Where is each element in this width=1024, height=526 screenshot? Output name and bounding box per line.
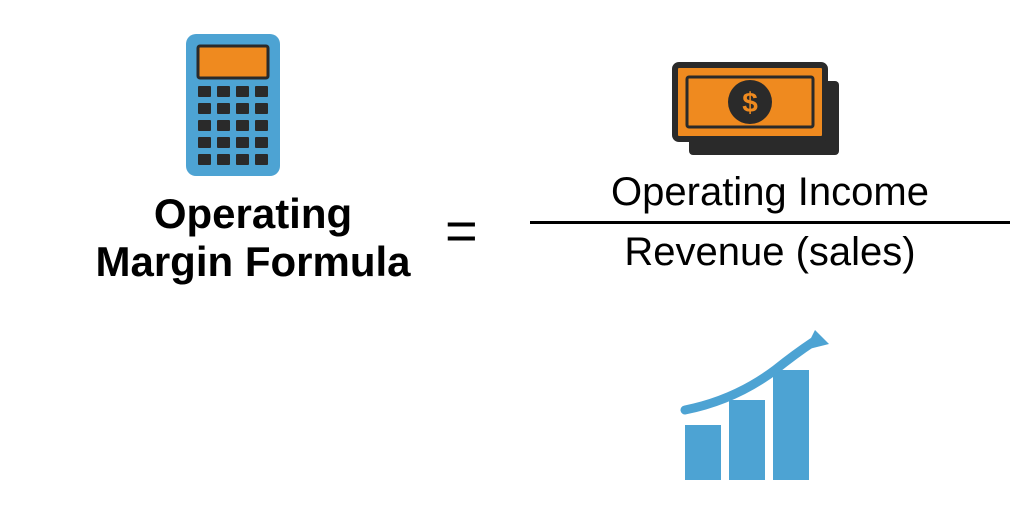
formula-fraction: Operating Income Revenue (sales) [530,170,1010,275]
equals-sign: = [445,198,478,263]
lhs-line-2: Margin Formula [73,238,433,286]
money-icon: $ [665,55,865,170]
fraction-denominator: Revenue (sales) [530,224,1010,275]
calculator-icon [178,30,288,185]
formula-lhs: Operating Margin Formula [73,190,433,287]
svg-text:$: $ [742,87,758,118]
formula-infographic: $ Operating Margin Formula = Operating I… [0,0,1024,526]
bar-chart-growth-icon [665,330,835,495]
lhs-line-1: Operating [73,190,433,238]
fraction-numerator: Operating Income [530,170,1010,221]
